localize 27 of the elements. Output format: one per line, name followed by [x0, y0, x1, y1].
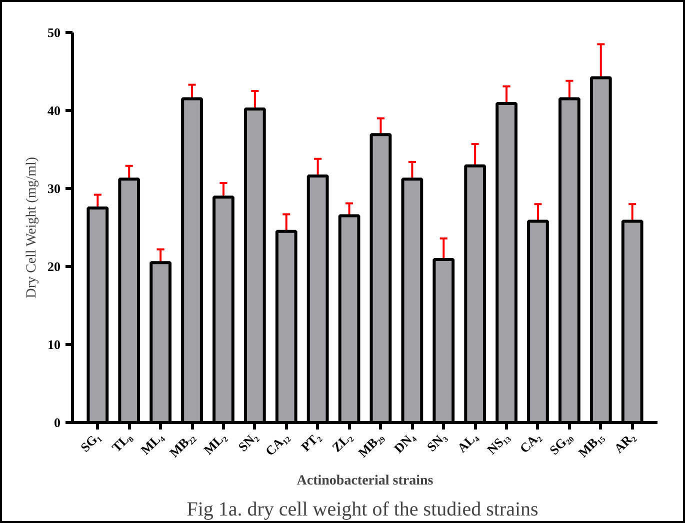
x-axis-title: Actinobacterial strains — [296, 473, 434, 488]
y-axis-title: Dry Cell Weight (mg/ml) — [24, 156, 40, 298]
x-tick-label: DN₄ — [390, 429, 418, 456]
y-tick-label: 40 — [48, 103, 60, 118]
y-tick-label: 10 — [48, 337, 60, 352]
x-tick-label: SN₂ — [235, 429, 260, 454]
x-tick-label: PT₂ — [298, 429, 324, 454]
y-tick-label: 0 — [54, 415, 60, 430]
y-tick-label: 50 — [48, 25, 60, 40]
x-tick-label: ML₂ — [200, 429, 229, 458]
x-tick-label: CA₁₂ — [262, 429, 292, 459]
x-tick-label: TL₈ — [108, 429, 134, 455]
x-tick-label: MB₁₅ — [575, 429, 606, 460]
y-tick-label: 30 — [48, 181, 60, 196]
x-tick-label: ZL₂ — [328, 429, 355, 455]
caption: Fig 1a. dry cell weight of the studied strains — [186, 498, 539, 520]
x-tick-label: MB₂₉ — [355, 429, 386, 460]
x-tick-label: AL₄ — [454, 429, 480, 456]
x-tick-label: NS₁₃ — [484, 429, 512, 458]
x-tick-label: SN₃ — [424, 429, 450, 454]
x-tick-label: SG₁ — [77, 429, 104, 455]
x-tick-label: AR₂ — [611, 429, 638, 456]
y-tick-label: 20 — [48, 259, 60, 274]
x-tick-label: SG₂₀ — [546, 429, 575, 458]
x-tick-label: CA₂ — [516, 429, 544, 456]
x-tick-label: ML₄ — [138, 429, 166, 458]
x-tick-label: MB₂₂ — [166, 429, 198, 460]
